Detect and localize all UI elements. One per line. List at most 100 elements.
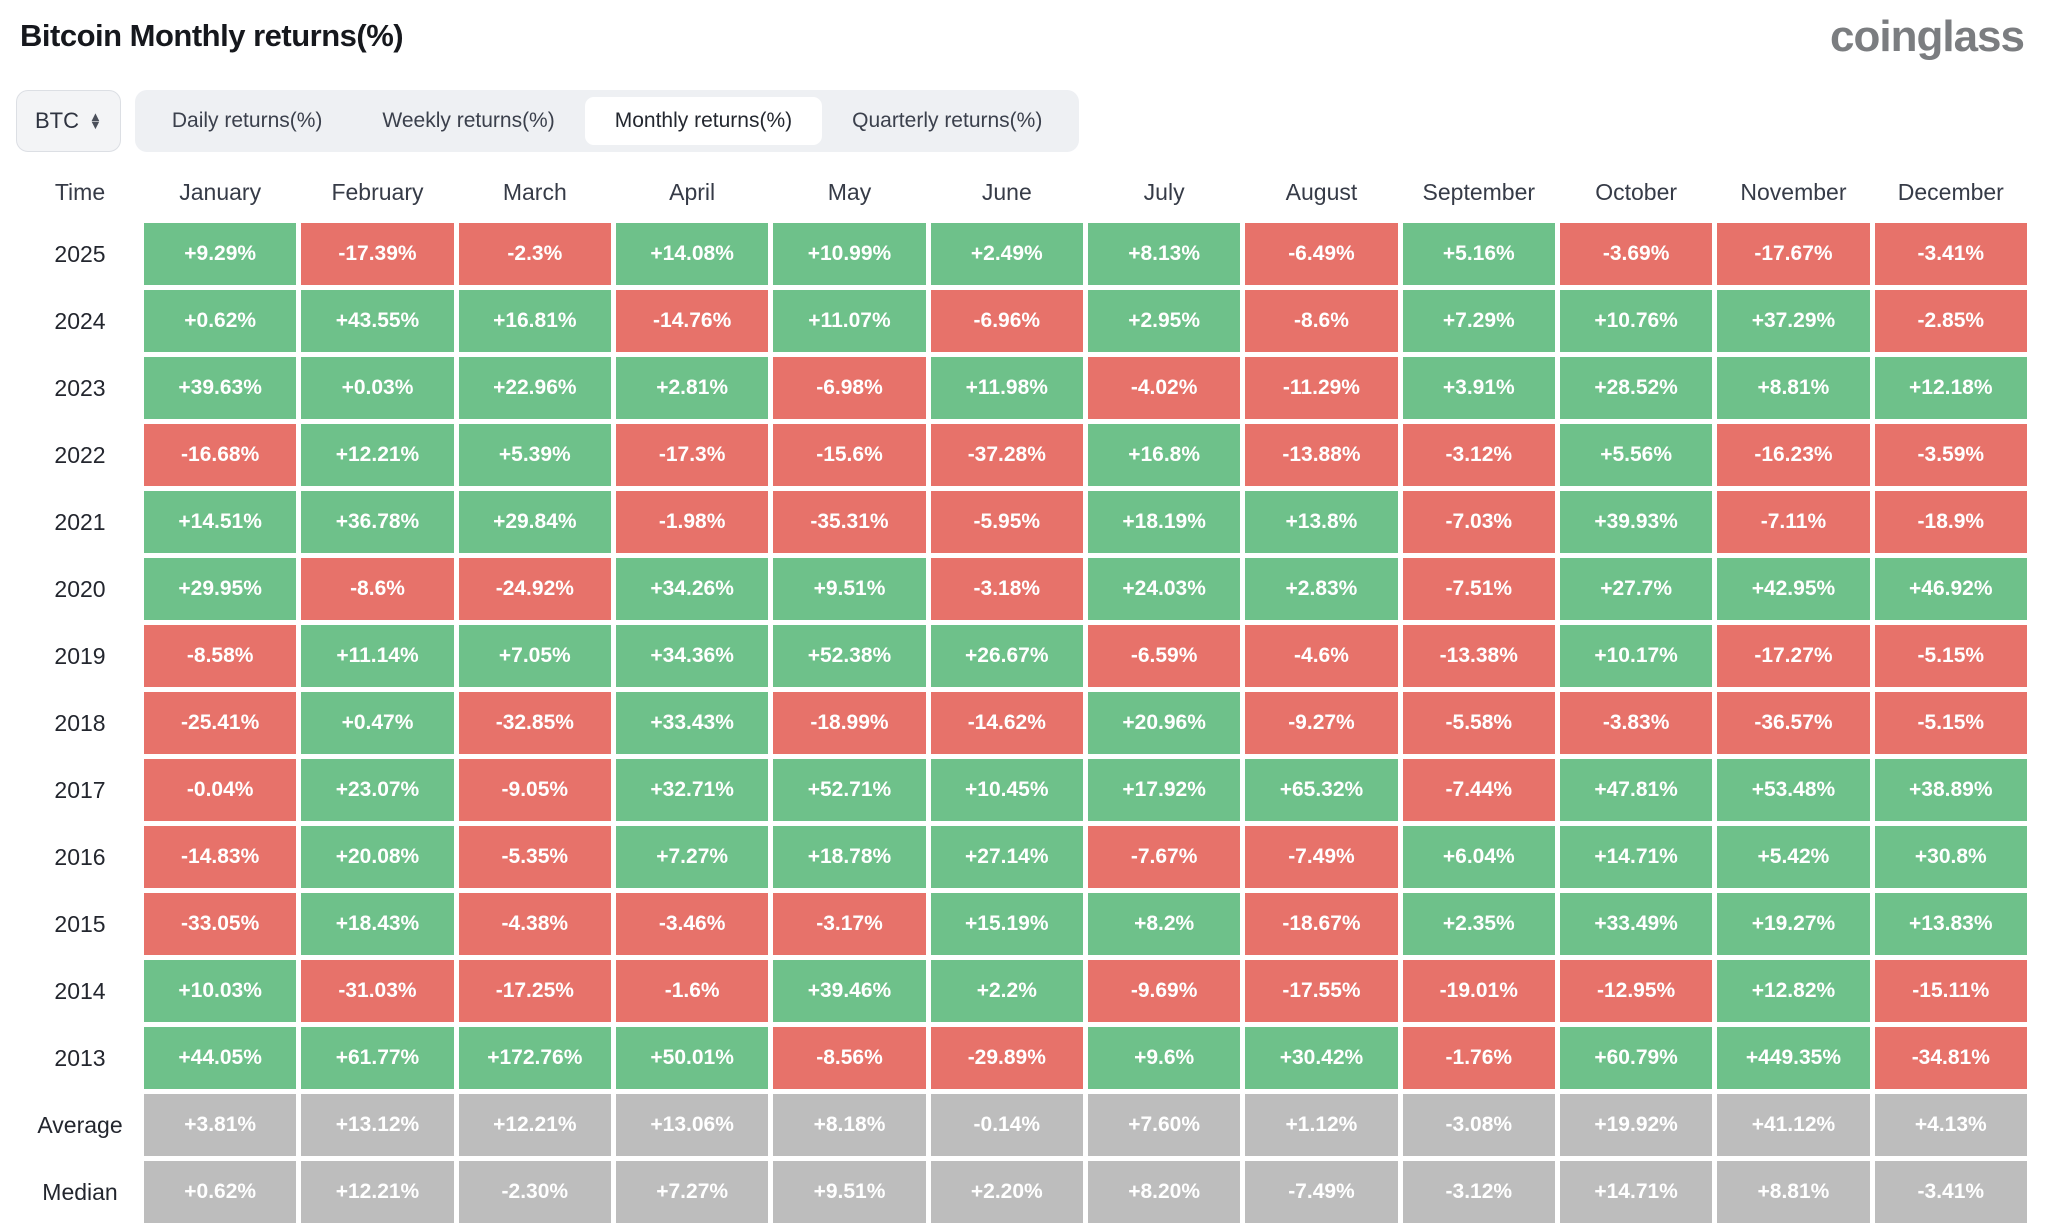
column-header-month: September <box>1422 179 1536 205</box>
return-cell: -3.41% <box>1874 1161 2027 1223</box>
row-label: 2020 <box>54 575 106 602</box>
return-cell: -14.62% <box>930 692 1083 754</box>
return-cell: +10.03% <box>144 960 297 1022</box>
return-cell: +7.27% <box>615 826 769 888</box>
return-cell: -14.83% <box>144 826 297 888</box>
return-cell: -36.57% <box>1717 692 1870 754</box>
return-cell: -6.59% <box>1087 625 1241 687</box>
return-cell: +14.71% <box>1559 826 1713 888</box>
return-cell: +8.18% <box>773 1094 926 1156</box>
return-cell: +7.60% <box>1087 1094 1241 1156</box>
return-cell: -4.6% <box>1245 625 1398 687</box>
return-cell: -8.56% <box>773 1027 926 1089</box>
return-cell: +20.08% <box>301 826 454 888</box>
return-cell: -5.35% <box>458 826 611 888</box>
return-cell: -33.05% <box>144 893 297 955</box>
row-label: Average <box>37 1111 123 1138</box>
table-header: Time January February March April May June Jul… <box>21 165 2027 218</box>
return-cell: +65.32% <box>1245 759 1398 821</box>
return-cell: +61.77% <box>301 1027 454 1089</box>
row-label: 2019 <box>54 642 106 669</box>
symbol-select-value: BTC <box>35 108 79 133</box>
column-header-month: July <box>1143 179 1185 205</box>
page-title: Bitcoin Monthly returns(%) <box>20 18 404 53</box>
return-cell: +38.89% <box>1874 759 2027 821</box>
return-cell: +33.49% <box>1559 893 1713 955</box>
return-cell: -3.12% <box>1402 1161 1555 1223</box>
return-cell: +7.05% <box>458 625 611 687</box>
return-cell: -17.3% <box>615 424 769 486</box>
return-cell: +10.45% <box>930 759 1083 821</box>
return-cell: -24.92% <box>458 558 611 620</box>
return-cell: +20.96% <box>1087 692 1241 754</box>
column-header-month: June <box>981 179 1032 205</box>
symbol-select[interactable]: BTC ▲ ▼ <box>16 90 121 152</box>
return-cell: -2.3% <box>458 223 611 285</box>
return-cell: +12.82% <box>1717 960 1870 1022</box>
table-body: 2025 +9.29% -17.39% -2.3% +14.08% +10.99% +2.4… <box>21 223 2027 1223</box>
return-cell: +12.21% <box>301 424 454 486</box>
column-header-month: April <box>669 179 716 205</box>
tab-monthly[interactable]: Monthly returns(%) <box>584 97 823 145</box>
return-cell: +13.06% <box>615 1094 769 1156</box>
return-cell: -31.03% <box>301 960 454 1022</box>
return-cell: +42.95% <box>1717 558 1870 620</box>
return-cell: -35.31% <box>773 491 926 553</box>
return-cell: +33.43% <box>615 692 769 754</box>
return-cell: +2.83% <box>1245 558 1398 620</box>
return-cell: -7.49% <box>1245 826 1398 888</box>
return-cell: -7.11% <box>1717 491 1870 553</box>
row-label: 2016 <box>54 843 106 870</box>
return-cell: -18.67% <box>1245 893 1398 955</box>
row-label: 2021 <box>54 508 106 535</box>
table-row: 2016 -14.83% +20.08% -5.35% +7.27% +18.78% +27… <box>21 826 2027 888</box>
header-row: Time January February March April May June Jul… <box>21 165 2027 218</box>
return-cell: -1.98% <box>615 491 769 553</box>
return-cell: -13.38% <box>1402 625 1555 687</box>
return-cell: -5.58% <box>1402 692 1555 754</box>
return-cell: +3.81% <box>144 1094 297 1156</box>
return-cell: +5.39% <box>458 424 611 486</box>
return-cell: +18.19% <box>1087 491 1241 553</box>
return-cell: +6.04% <box>1402 826 1555 888</box>
return-cell: +11.14% <box>301 625 454 687</box>
table-row: 2015 -33.05% +18.43% -4.38% -3.46% -3.17% +15.… <box>21 893 2027 955</box>
column-header-month: August <box>1285 179 1358 205</box>
table-row: 2018 -25.41% +0.47% -32.85% +33.43% -18.99% -1… <box>21 692 2027 754</box>
return-cell: +23.07% <box>301 759 454 821</box>
return-cell: +9.51% <box>773 558 926 620</box>
return-cell: -8.6% <box>301 558 454 620</box>
return-cell: +44.05% <box>144 1027 297 1089</box>
return-cell: +18.43% <box>301 893 454 955</box>
tab-quarterly[interactable]: Quarterly returns(%) <box>852 109 1043 132</box>
table-row: 2024 +0.62% +43.55% +16.81% -14.76% +11.07% -6… <box>21 290 2027 352</box>
return-cell: -7.51% <box>1402 558 1555 620</box>
return-cell: -6.98% <box>773 357 926 419</box>
return-cell: -2.85% <box>1874 290 2027 352</box>
return-cell: +1.12% <box>1245 1094 1398 1156</box>
table-row: 2023 +39.63% +0.03% +22.96% +2.81% -6.98% +11.… <box>21 357 2027 419</box>
return-cell: -16.23% <box>1717 424 1870 486</box>
row-label: 2015 <box>54 910 106 937</box>
return-cell: -32.85% <box>458 692 611 754</box>
return-cell: +39.46% <box>773 960 926 1022</box>
tab-daily[interactable]: Daily returns(%) <box>171 109 323 132</box>
return-cell: +18.78% <box>773 826 926 888</box>
return-cell: -17.67% <box>1717 223 1870 285</box>
return-cell: +29.95% <box>144 558 297 620</box>
return-cell: +12.21% <box>301 1161 454 1223</box>
row-label: 2022 <box>54 441 106 468</box>
return-cell: -3.69% <box>1559 223 1713 285</box>
row-label: 2014 <box>54 977 106 1004</box>
return-cell: +8.20% <box>1087 1161 1241 1223</box>
return-cell: +16.8% <box>1087 424 1241 486</box>
return-cell: +12.21% <box>458 1094 611 1156</box>
return-cell: +13.12% <box>301 1094 454 1156</box>
tab-weekly[interactable]: Weekly returns(%) <box>382 109 555 132</box>
column-header-time: Time <box>54 179 106 205</box>
return-cell: +17.92% <box>1087 759 1241 821</box>
return-cell: -16.68% <box>144 424 297 486</box>
return-cell: -17.27% <box>1717 625 1870 687</box>
return-cell: +9.51% <box>773 1161 926 1223</box>
